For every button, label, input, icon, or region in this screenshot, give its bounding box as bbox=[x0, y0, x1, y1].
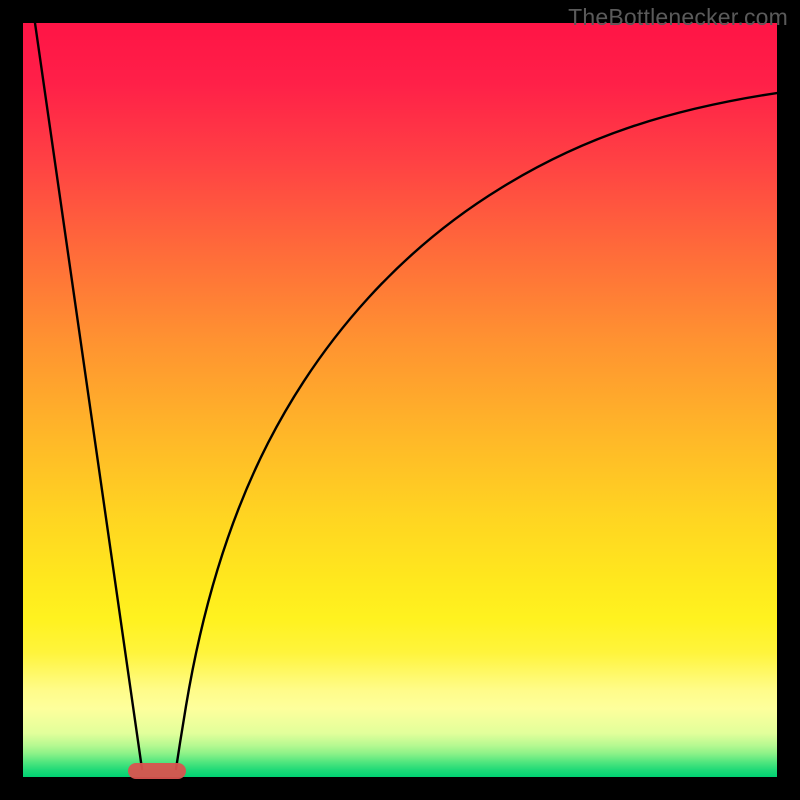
watermark-text: TheBottlenecker.com bbox=[568, 4, 788, 31]
plot-area bbox=[23, 23, 777, 777]
left-line bbox=[35, 23, 142, 769]
curve-layer bbox=[23, 23, 777, 777]
optimal-marker bbox=[128, 763, 186, 779]
right-curve bbox=[176, 93, 777, 769]
